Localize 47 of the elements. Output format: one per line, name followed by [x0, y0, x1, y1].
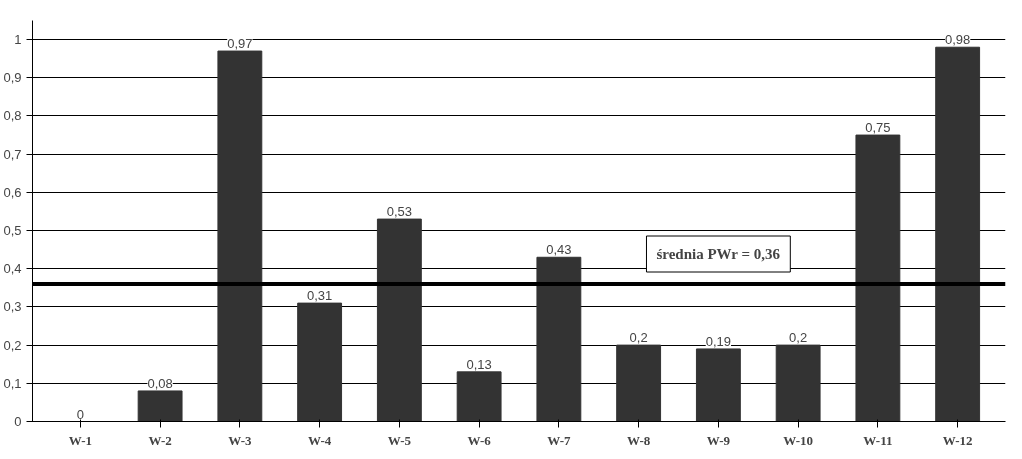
y-tick-label: 1: [14, 32, 22, 48]
y-tick-label: 0,6: [3, 184, 22, 200]
data-label: 0,2: [629, 330, 648, 346]
data-label: 0,2: [789, 330, 808, 346]
x-tick-label: W-12: [942, 432, 973, 448]
y-tick-label: 0,5: [3, 223, 22, 239]
y-tick-label: 0,2: [3, 337, 22, 353]
bar: [855, 134, 901, 422]
x-tick-label: W-7: [547, 432, 572, 448]
x-tick-label: W-4: [307, 432, 332, 448]
x-tick-label: W-9: [706, 432, 731, 448]
data-label: 0,75: [865, 120, 891, 136]
x-tick-label: W-3: [228, 432, 253, 448]
data-label: 0,43: [546, 242, 572, 258]
bar: [935, 46, 981, 422]
data-label: 0,53: [386, 204, 413, 220]
bar: [695, 348, 741, 422]
data-label: 0,97: [227, 36, 253, 52]
data-label: 0,08: [147, 375, 173, 391]
y-tick-label: 0,3: [3, 299, 22, 315]
x-tick-label: W-2: [148, 432, 172, 448]
data-label: 0,13: [466, 356, 492, 372]
y-tick-label: 0,9: [3, 70, 22, 86]
y-tick-label: 0,7: [3, 146, 22, 162]
ref-line-label: średnia PWr = 0,36: [656, 246, 781, 263]
data-label: 0,98: [945, 32, 971, 48]
y-tick-label: 0,1: [3, 375, 22, 391]
x-tick-label: W-8: [626, 432, 651, 448]
bar: [376, 218, 422, 422]
x-tick-label: W-1: [68, 432, 93, 448]
bar: [217, 50, 263, 422]
x-tick-label: W-10: [783, 432, 814, 448]
x-tick-label: W-6: [467, 432, 492, 448]
bar: [775, 344, 821, 422]
bar: [456, 371, 502, 422]
y-tick-label: 0,4: [3, 261, 22, 277]
x-tick-label: W-11: [863, 432, 893, 448]
bar: [297, 302, 343, 422]
y-tick-label: 0,8: [3, 108, 22, 124]
data-label: 0: [76, 406, 84, 422]
y-tick-label: 0: [14, 414, 22, 429]
bar: [616, 344, 662, 422]
data-label: 0,19: [705, 333, 732, 349]
bar: [137, 390, 183, 422]
bar: [536, 256, 582, 422]
data-label: 0,31: [306, 288, 333, 304]
x-tick-label: W-5: [387, 432, 412, 448]
